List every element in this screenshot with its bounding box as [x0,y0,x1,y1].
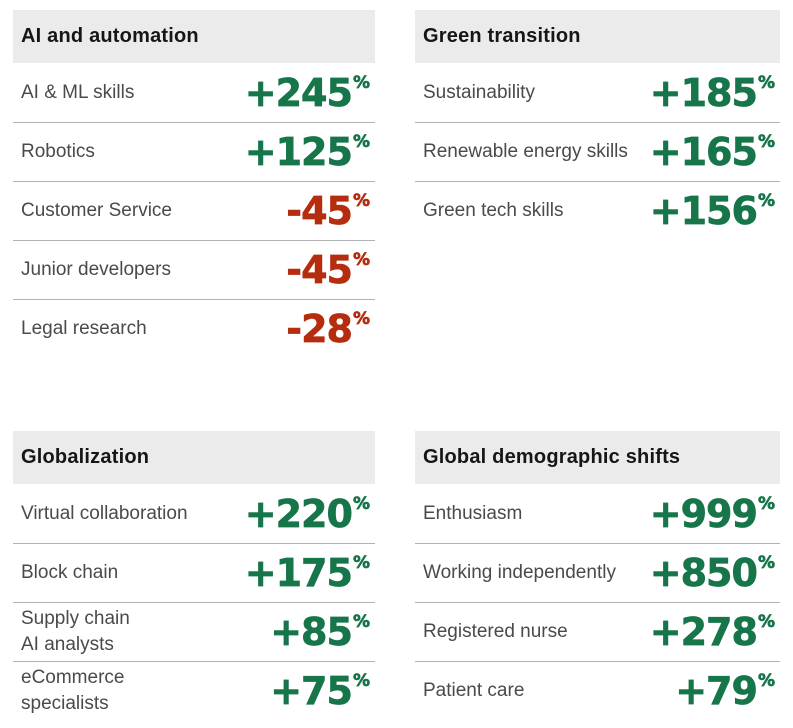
row-value-number: +185 [649,70,758,115]
table-row: Registered nurse +278 % [415,602,780,661]
panel-header: Globalization [13,431,375,484]
trend-panel: Green transition Sustainability +185 % R… [415,10,780,240]
percent-sign: % [757,612,776,632]
percent-sign: % [757,191,776,211]
row-value-number: +85 [270,610,353,654]
row-label: Legal research [21,318,147,339]
trend-panel: Global demographic shifts Enthusiasm +99… [415,431,780,720]
table-row: Customer Service -45 % [13,181,375,240]
panel-rows: AI & ML skills +245 % Robotics +125 % Cu… [13,63,375,358]
row-value-number: +156 [649,189,758,233]
row-value-number: -45 [286,189,353,233]
percent-sign: % [352,612,371,632]
table-row: Legal research -28 % [13,299,375,358]
row-value: +165 % [649,130,776,174]
panel-title: Global demographic shifts [423,446,681,468]
percent-sign: % [757,553,776,573]
row-value: +220 % [244,491,371,536]
panel-rows: Sustainability +185 % Renewable energy s… [415,63,780,240]
percent-sign: % [352,309,371,329]
table-row: Supply chain AI analysts +85 % [13,602,375,661]
row-value: +185 % [649,70,776,115]
table-row: Sustainability +185 % [415,63,780,122]
row-value: +75 % [270,669,371,713]
row-value-number: +175 [244,551,353,595]
row-label: Sustainability [423,81,535,103]
row-label: Registered nurse [423,621,568,642]
panel-title: Green transition [423,25,581,47]
row-label: Enthusiasm [423,502,523,524]
trend-panel: AI and automation AI & ML skills +245 % … [13,10,375,358]
row-label: Patient care [423,680,525,701]
row-value-number: +220 [244,491,353,536]
row-value-number: +165 [649,130,758,174]
row-value-number: +850 [649,551,758,595]
row-value-number: -28 [286,307,353,351]
percent-sign: % [352,72,371,93]
table-row: Patient care +79 % [415,661,780,720]
row-value: +850 % [649,551,776,595]
row-value-number: +999 [649,491,758,536]
row-value: +125 % [244,130,371,174]
table-row: AI & ML skills +245 % [13,63,375,122]
row-value-number: +79 [675,669,758,713]
row-label: Robotics [21,141,95,162]
percent-sign: % [352,553,371,573]
panel-rows: Virtual collaboration +220 % Block chain… [13,484,375,720]
row-value-number: +125 [244,130,353,174]
row-value-number: +75 [270,669,353,713]
percent-sign: % [757,132,776,152]
row-label: eCommerce specialists [21,667,125,714]
percent-sign: % [757,72,776,93]
row-label: Block chain [21,562,119,583]
panels-grid: AI and automation AI & ML skills +245 % … [13,10,780,720]
row-value: -28 % [286,307,371,351]
percent-sign: % [352,250,371,270]
table-row: Junior developers -45 % [13,240,375,299]
row-value: -45 % [286,248,371,292]
table-row: Virtual collaboration +220 % [13,484,375,543]
table-row: Enthusiasm +999 % [415,484,780,543]
panel-header: AI and automation [13,10,375,63]
row-value: +85 % [270,610,371,654]
row-label: AI & ML skills [21,81,135,103]
row-value-number: +278 [649,610,758,654]
table-row: Renewable energy skills +165 % [415,122,780,181]
panel-title: AI and automation [21,25,199,47]
row-label: Customer Service [21,200,172,221]
percent-sign: % [352,191,371,211]
row-label: Renewable energy skills [423,141,628,162]
panel-header: Green transition [415,10,780,63]
row-label: Working independently [423,562,616,583]
row-value: +175 % [244,551,371,595]
panel-rows: Enthusiasm +999 % Working independently … [415,484,780,720]
row-label: Supply chain AI analysts [21,608,130,655]
row-value: +79 % [675,669,776,713]
row-value: +245 % [244,70,371,115]
table-row: eCommerce specialists +75 % [13,661,375,720]
percent-sign: % [352,671,371,691]
table-row: Robotics +125 % [13,122,375,181]
table-row: Green tech skills +156 % [415,181,780,240]
panel-header: Global demographic shifts [415,431,780,484]
percent-sign: % [352,493,371,514]
table-row: Block chain +175 % [13,543,375,602]
row-value: -45 % [286,189,371,233]
row-value: +156 % [649,189,776,233]
panel-title: Globalization [21,446,150,468]
percent-sign: % [757,671,776,691]
percent-sign: % [352,132,371,152]
table-row: Working independently +850 % [415,543,780,602]
trend-panel: Globalization Virtual collaboration +220… [13,431,375,720]
row-label: Junior developers [21,259,171,280]
row-value: +999 % [649,491,776,536]
row-label: Virtual collaboration [21,502,188,524]
row-value-number: -45 [286,248,353,292]
row-value-number: +245 [244,70,353,115]
row-label: Green tech skills [423,200,564,221]
row-value: +278 % [649,610,776,654]
percent-sign: % [757,493,776,514]
